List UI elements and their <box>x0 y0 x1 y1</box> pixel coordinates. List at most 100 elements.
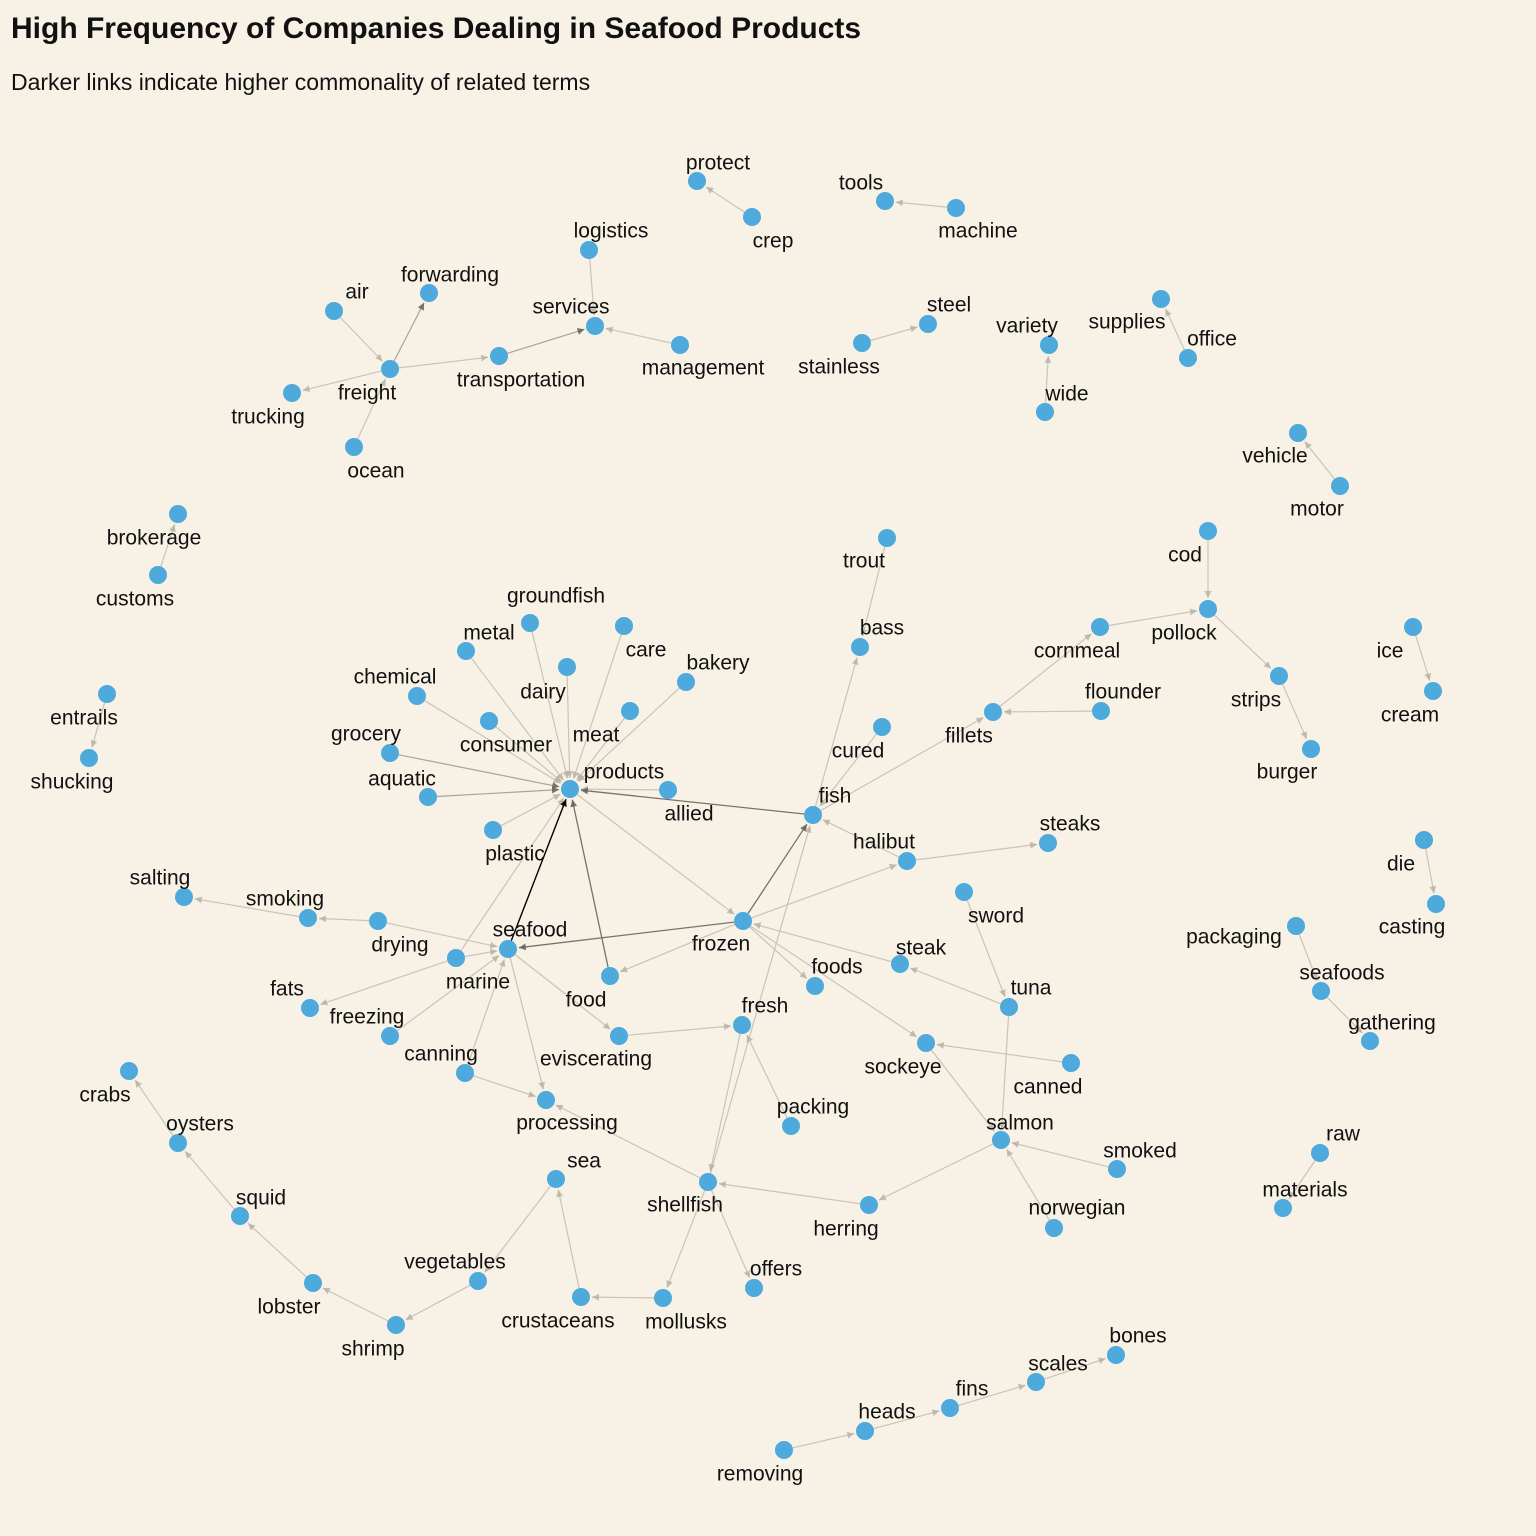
link-transportation-to-services <box>507 328 585 354</box>
node-label-vegetables: vegetables <box>404 1251 506 1274</box>
link-consumer-to-products <box>495 726 562 783</box>
link-products-to-frozen <box>576 794 735 915</box>
link-frozen-to-seafood <box>518 921 735 951</box>
node-label-sword: sword <box>968 905 1024 928</box>
link-sea-to-vegetables <box>484 1185 551 1273</box>
node-label-shucking: shucking <box>31 771 114 794</box>
node-label-tuna: tuna <box>1011 977 1052 1000</box>
node-metal <box>457 642 475 660</box>
node-sword <box>955 883 973 901</box>
link-grocery-to-products <box>398 754 560 789</box>
node-fats <box>301 999 319 1017</box>
node-label-die: die <box>1387 853 1415 876</box>
node-marine <box>447 949 465 967</box>
link-customs-to-brokerage <box>160 524 176 567</box>
node-label-vehicle: vehicle <box>1242 445 1307 468</box>
link-shellfish-to-fish <box>709 825 812 1174</box>
node-canning <box>456 1064 474 1082</box>
labels-layer: protect crep tools machine logistics forwardi… <box>31 152 1446 1486</box>
link-eviscerating-to-fresh <box>627 1023 732 1036</box>
link-wide-to-variety <box>1044 355 1052 404</box>
node-crabs <box>120 1062 138 1080</box>
node-trout <box>878 529 896 547</box>
link-crep-to-protect <box>705 186 745 213</box>
node-casting <box>1427 895 1445 913</box>
node-label-supplies: supplies <box>1088 311 1165 334</box>
link-scales-to-bones <box>1044 1357 1106 1380</box>
node-label-seafood: seafood <box>493 919 568 942</box>
node-label-removing: removing <box>717 1463 803 1486</box>
node-label-processing: processing <box>516 1112 618 1135</box>
node-label-dairy: dairy <box>520 681 566 704</box>
node-label-groundfish: groundfish <box>507 585 605 608</box>
node-label-pollock: pollock <box>1151 622 1217 645</box>
node-label-mollusks: mollusks <box>645 1311 727 1334</box>
node-fins <box>941 1399 959 1417</box>
link-steak-to-frozen <box>753 922 892 963</box>
link-freight-to-trucking <box>302 370 382 393</box>
link-ice-to-cream <box>1415 635 1431 681</box>
node-label-consumer: consumer <box>460 734 552 757</box>
node-label-salting: salting <box>130 867 191 890</box>
link-frozen-to-fish <box>747 823 808 914</box>
node-label-trucking: trucking <box>231 406 305 429</box>
node-label-oysters: oysters <box>166 1113 234 1136</box>
node-ocean <box>345 438 363 456</box>
link-motor-to-vehicle <box>1304 441 1335 480</box>
link-seafoods-to-gathering <box>1326 996 1363 1034</box>
node-ice <box>1404 618 1422 636</box>
link-plastic-to-products <box>500 793 561 827</box>
node-label-heads: heads <box>858 1401 915 1424</box>
node-removing <box>775 1441 793 1459</box>
node-label-canning: canning <box>404 1043 478 1066</box>
node-vehicle <box>1289 424 1307 442</box>
node-wide <box>1036 403 1054 421</box>
node-label-machine: machine <box>938 220 1017 243</box>
node-shellfish <box>699 1173 717 1191</box>
link-halibut-to-fish <box>822 819 900 858</box>
link-drying-to-smoking <box>318 915 370 923</box>
node-smoked <box>1108 1160 1126 1178</box>
node-pollock <box>1199 600 1217 618</box>
link-pollock-to-strips <box>1214 614 1272 669</box>
node-label-allied: allied <box>664 803 713 826</box>
node-cured <box>873 718 891 736</box>
node-steak <box>891 955 909 973</box>
node-forwarding <box>420 284 438 302</box>
node-label-sockeye: sockeye <box>864 1056 941 1079</box>
node-fresh <box>733 1016 751 1034</box>
node-entrails <box>98 685 116 703</box>
link-tuna-to-steak <box>909 967 1001 1005</box>
node-label-freight: freight <box>338 382 397 405</box>
node-squid <box>231 1207 249 1225</box>
node-tools <box>876 192 894 210</box>
nodes-layer <box>80 172 1445 1459</box>
link-frozen-to-foods <box>749 926 808 980</box>
node-label-crep: crep <box>753 230 794 253</box>
node-label-motor: motor <box>1290 498 1344 521</box>
node-label-squid: squid <box>236 1187 286 1210</box>
node-norwegian <box>1045 1219 1063 1237</box>
node-label-meat: meat <box>573 724 620 747</box>
node-label-fins: fins <box>956 1378 989 1401</box>
link-drying-to-seafood <box>386 922 498 949</box>
node-flounder <box>1092 702 1110 720</box>
link-heads-to-fins <box>873 1409 940 1430</box>
link-stainless-to-steel <box>870 325 918 342</box>
link-tuna-to-salmon <box>998 1015 1010 1130</box>
node-label-crustaceans: crustaceans <box>501 1310 614 1333</box>
node-crep <box>743 208 761 226</box>
link-cured-to-fish <box>819 733 877 807</box>
node-office <box>1179 349 1197 367</box>
node-label-steak: steak <box>896 937 947 960</box>
node-frozen <box>734 912 752 930</box>
node-label-cured: cured <box>832 740 885 763</box>
node-label-seafoods: seafoods <box>1299 962 1384 985</box>
link-sword-to-tuna <box>966 900 1006 998</box>
link-freight-to-transportation <box>398 354 489 369</box>
link-trout-to-bass <box>860 546 886 637</box>
link-seafood-to-processing <box>509 957 545 1090</box>
node-label-protect: protect <box>686 152 750 175</box>
link-mollusks-to-crustaceans <box>591 1293 655 1301</box>
link-seafood-to-eviscerating <box>514 954 611 1030</box>
